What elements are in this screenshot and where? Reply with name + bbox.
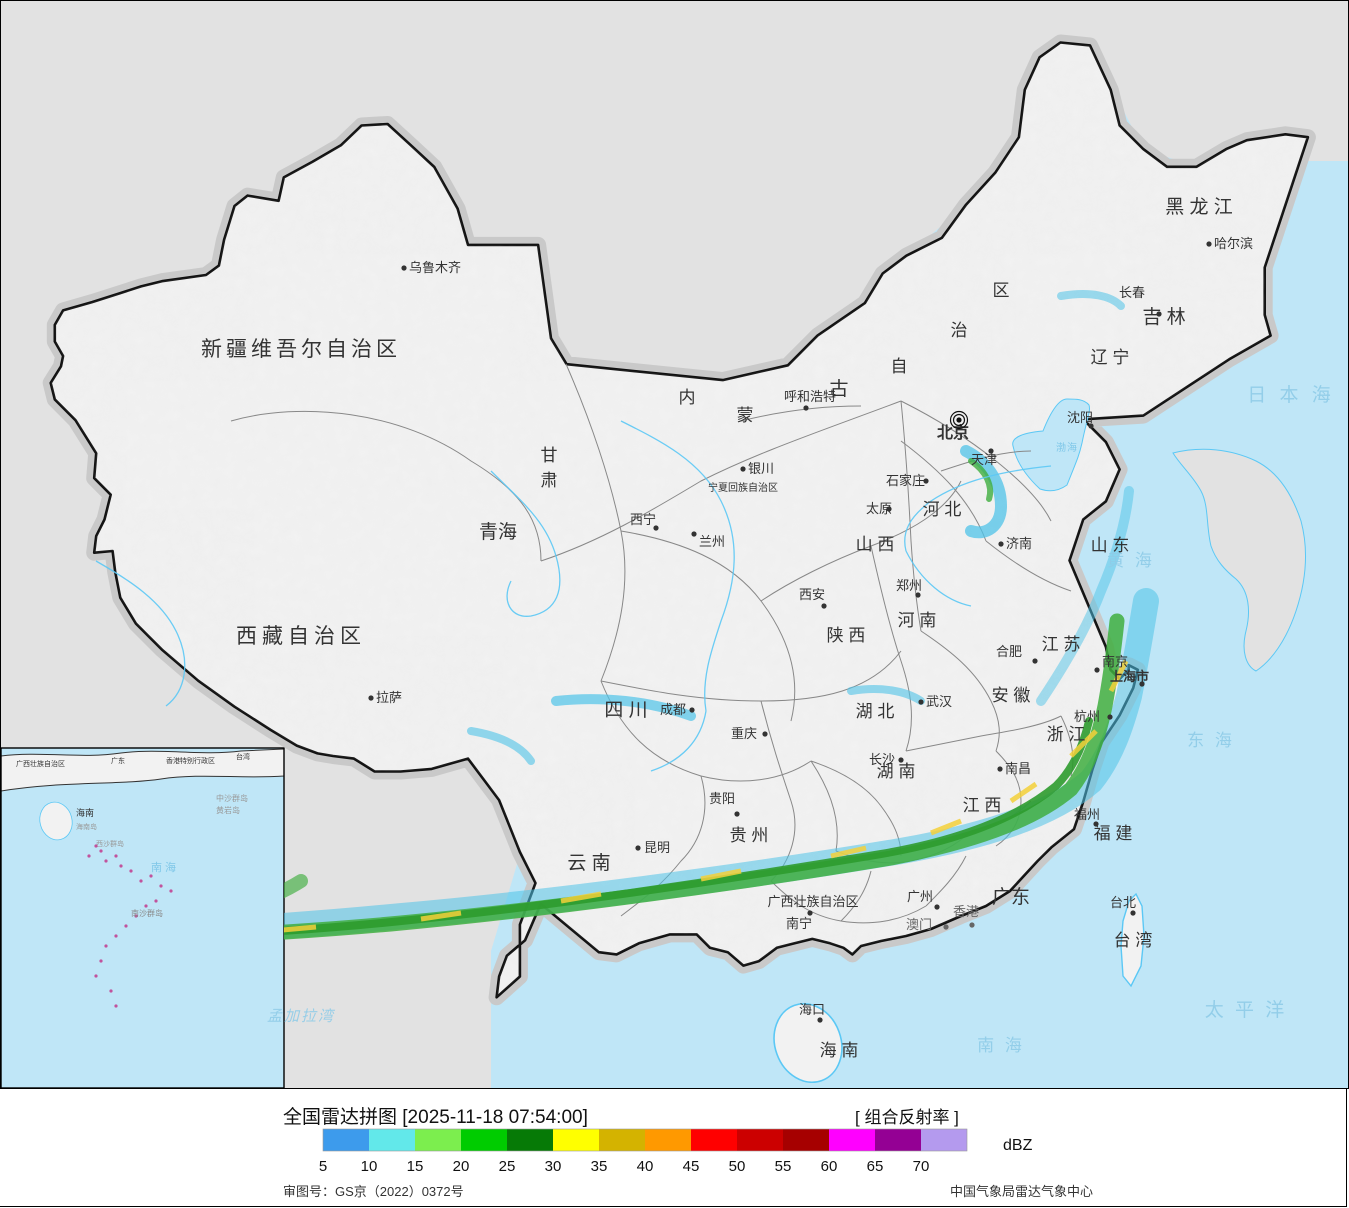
svg-text:30: 30 xyxy=(545,1158,562,1175)
svg-text:台北: 台北 xyxy=(1110,895,1136,910)
svg-text:西安: 西安 xyxy=(799,587,825,602)
svg-text:贵 州: 贵 州 xyxy=(730,826,769,845)
svg-text:太原: 太原 xyxy=(866,501,892,516)
svg-text:吉 林: 吉 林 xyxy=(1142,306,1185,328)
svg-text:35: 35 xyxy=(591,1158,608,1175)
svg-text:陕 西: 陕 西 xyxy=(827,626,866,645)
svg-text:西沙群岛: 西沙群岛 xyxy=(96,839,124,848)
svg-text:中沙群岛: 中沙群岛 xyxy=(216,793,248,803)
svg-text:古: 古 xyxy=(829,378,848,400)
svg-text:海南: 海南 xyxy=(76,807,94,818)
svg-text:60: 60 xyxy=(821,1158,838,1175)
svg-text:江 苏: 江 苏 xyxy=(1042,635,1081,654)
svg-text:自: 自 xyxy=(891,357,908,376)
svg-text:福 建: 福 建 xyxy=(1094,824,1133,843)
svg-text:40: 40 xyxy=(637,1158,654,1175)
svg-text:南 海: 南 海 xyxy=(977,1036,1025,1055)
svg-text:河 南: 河 南 xyxy=(898,611,937,630)
svg-text:日 本 海: 日 本 海 xyxy=(1247,384,1335,406)
svg-text:长春: 长春 xyxy=(1119,285,1145,300)
svg-text:台湾: 台湾 xyxy=(236,752,250,761)
svg-text:广州: 广州 xyxy=(907,889,933,904)
svg-text:济南: 济南 xyxy=(1006,536,1032,551)
svg-text:广西壮族自治区: 广西壮族自治区 xyxy=(16,759,65,768)
svg-text:新疆维吾尔自治区: 新疆维吾尔自治区 xyxy=(201,338,401,361)
svg-text:15: 15 xyxy=(407,1158,424,1175)
svg-text:郑州: 郑州 xyxy=(896,578,922,593)
svg-text:蒙: 蒙 xyxy=(737,406,754,425)
svg-text:呼和浩特: 呼和浩特 xyxy=(784,389,836,404)
svg-text:台 湾: 台 湾 xyxy=(1114,931,1153,950)
svg-text:黑 龙 江: 黑 龙 江 xyxy=(1165,196,1233,218)
svg-text:渤海: 渤海 xyxy=(1056,441,1078,454)
svg-text:辽 宁: 辽 宁 xyxy=(1091,348,1130,367)
svg-text:天津: 天津 xyxy=(971,452,997,467)
svg-text:治: 治 xyxy=(951,321,968,340)
svg-text:海口: 海口 xyxy=(799,1002,825,1017)
svg-text:哈尔滨: 哈尔滨 xyxy=(1214,236,1253,251)
svg-text:海 南: 海 南 xyxy=(820,1041,859,1060)
svg-text:20: 20 xyxy=(453,1158,470,1175)
svg-text:黄岩岛: 黄岩岛 xyxy=(216,805,240,815)
svg-text:肃: 肃 xyxy=(541,471,558,490)
svg-text:广东: 广东 xyxy=(111,756,125,765)
svg-text:山 东: 山 东 xyxy=(1091,536,1130,555)
svg-text:河 北: 河 北 xyxy=(923,500,962,519)
svg-text:安 徽: 安 徽 xyxy=(992,686,1031,705)
svg-text:太 平 洋: 太 平 洋 xyxy=(1205,999,1288,1021)
svg-text:70: 70 xyxy=(913,1158,930,1175)
svg-text:南沙群岛: 南沙群岛 xyxy=(131,908,163,918)
svg-text:山 西: 山 西 xyxy=(856,535,895,554)
svg-text:南 海: 南 海 xyxy=(151,860,176,874)
svg-text:武汉: 武汉 xyxy=(926,694,952,709)
svg-text:重庆: 重庆 xyxy=(731,726,757,741)
svg-text:5: 5 xyxy=(319,1158,327,1175)
svg-text:25: 25 xyxy=(499,1158,516,1175)
svg-text:福州: 福州 xyxy=(1074,807,1100,822)
svg-text:上海市: 上海市 xyxy=(1110,669,1149,684)
svg-text:45: 45 xyxy=(683,1158,700,1175)
svg-text:浙 江: 浙 江 xyxy=(1047,725,1086,744)
svg-text:昆明: 昆明 xyxy=(644,840,670,855)
svg-text:香港: 香港 xyxy=(953,904,979,919)
svg-text:青海: 青海 xyxy=(479,521,517,543)
svg-text:四 川: 四 川 xyxy=(604,700,647,721)
svg-text:云 南: 云 南 xyxy=(567,852,610,874)
svg-text:10: 10 xyxy=(361,1158,378,1175)
svg-text:55: 55 xyxy=(775,1158,792,1175)
svg-text:西宁: 西宁 xyxy=(630,512,656,527)
svg-text:西藏自治区: 西藏自治区 xyxy=(236,625,366,648)
svg-text:湖 南: 湖 南 xyxy=(877,762,916,781)
svg-text:合肥: 合肥 xyxy=(996,644,1022,659)
svg-text:海南岛: 海南岛 xyxy=(76,822,97,831)
svg-text:区: 区 xyxy=(993,281,1010,300)
svg-text:澳门: 澳门 xyxy=(906,917,932,932)
svg-text:甘: 甘 xyxy=(541,446,558,465)
svg-text:成都: 成都 xyxy=(660,702,686,717)
svg-text:兰州: 兰州 xyxy=(699,534,725,549)
svg-text:50: 50 xyxy=(729,1158,746,1175)
svg-text:石家庄: 石家庄 xyxy=(886,473,925,488)
svg-text:贵阳: 贵阳 xyxy=(709,791,735,806)
svg-text:湖 北: 湖 北 xyxy=(856,702,895,721)
svg-text:广西壮族自治区: 广西壮族自治区 xyxy=(767,894,858,909)
svg-text:内: 内 xyxy=(679,388,696,407)
svg-text:65: 65 xyxy=(867,1158,884,1175)
svg-text:南昌: 南昌 xyxy=(1005,761,1031,776)
svg-text:沈阳: 沈阳 xyxy=(1067,410,1093,425)
svg-text:宁夏回族自治区: 宁夏回族自治区 xyxy=(708,481,778,494)
svg-text:南宁: 南宁 xyxy=(786,916,812,931)
svg-text:银川: 银川 xyxy=(748,461,774,476)
svg-text:香港特别行政区: 香港特别行政区 xyxy=(166,756,215,765)
svg-text:乌鲁木齐: 乌鲁木齐 xyxy=(409,260,461,275)
svg-text:拉萨: 拉萨 xyxy=(376,690,402,705)
svg-text:孟加拉湾: 孟加拉湾 xyxy=(267,1008,336,1025)
svg-text:杭州: 杭州 xyxy=(1074,709,1100,724)
svg-text:东 海: 东 海 xyxy=(1187,731,1235,750)
svg-text:广东: 广东 xyxy=(992,886,1030,908)
svg-text:江 西: 江 西 xyxy=(963,796,1002,815)
svg-text:南京: 南京 xyxy=(1102,654,1128,669)
